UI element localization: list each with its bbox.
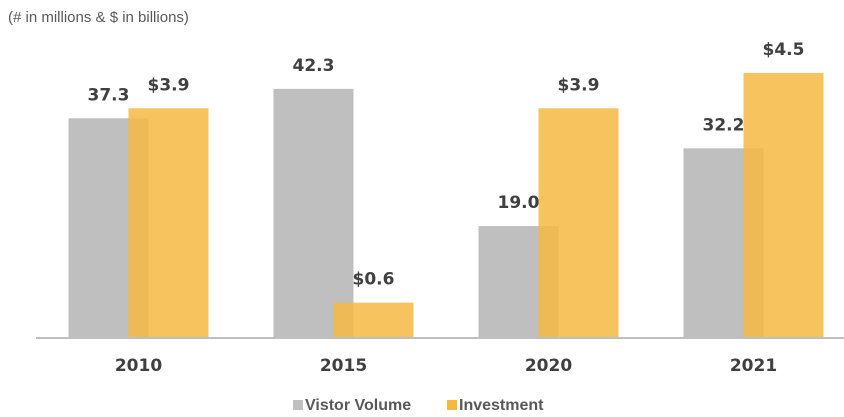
x-tick-label: 2015 <box>320 356 367 376</box>
x-tick-label: 2021 <box>730 356 777 376</box>
data-label: 37.3 <box>88 85 130 105</box>
legend-swatch <box>447 400 457 410</box>
bar <box>333 302 414 338</box>
legend-swatch <box>293 400 303 410</box>
legend-label: Investment <box>459 397 544 414</box>
data-label: 19.0 <box>498 193 540 213</box>
data-label: $4.5 <box>763 40 805 60</box>
bar <box>273 88 354 338</box>
bar <box>128 108 209 338</box>
legend-label: Vistor Volume <box>305 397 411 414</box>
bar <box>743 72 824 338</box>
x-tick-label: 2010 <box>115 356 162 376</box>
x-tick-label: 2020 <box>525 356 572 376</box>
chart-subtitle: (# in millions & $ in billions) <box>8 9 189 26</box>
data-label: $3.9 <box>558 75 600 95</box>
data-label: 42.3 <box>293 56 335 76</box>
data-label: 32.2 <box>703 115 745 135</box>
bar <box>538 108 619 338</box>
data-label: $0.6 <box>353 270 395 290</box>
data-label: $3.9 <box>148 75 190 95</box>
